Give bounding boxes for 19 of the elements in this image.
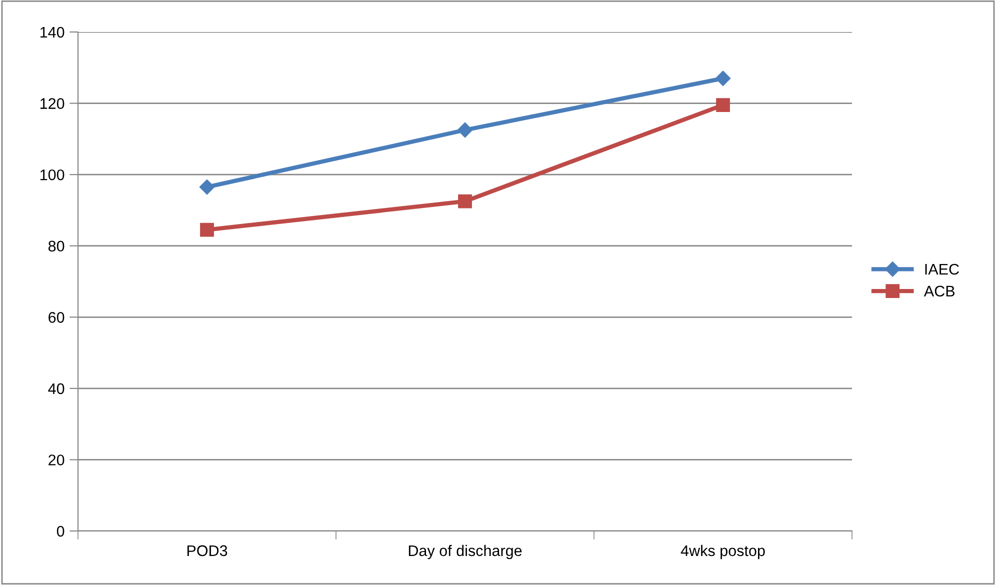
y-tick-label: 0 bbox=[56, 526, 64, 537]
y-tick-label: 140 bbox=[40, 26, 64, 38]
legend-label: ACB bbox=[924, 286, 955, 297]
legend-label: IAEC bbox=[925, 264, 959, 275]
y-tick-label: 100 bbox=[40, 169, 64, 180]
point bbox=[458, 194, 472, 208]
point bbox=[199, 179, 215, 195]
y-tick-label: 40 bbox=[48, 383, 64, 394]
x-tick-label: Day of discharge bbox=[408, 544, 522, 560]
point bbox=[200, 222, 214, 237]
x-tick-label: POD3 bbox=[187, 545, 228, 556]
y-tick-label: 80 bbox=[48, 240, 64, 252]
y-tick-label: 60 bbox=[48, 312, 64, 323]
x-tick-label: 4wks postop bbox=[680, 544, 765, 560]
point bbox=[716, 98, 730, 112]
y-tick-label: 120 bbox=[40, 98, 64, 109]
point bbox=[715, 70, 731, 86]
y-tick-label: 20 bbox=[48, 454, 64, 466]
point bbox=[457, 122, 473, 138]
